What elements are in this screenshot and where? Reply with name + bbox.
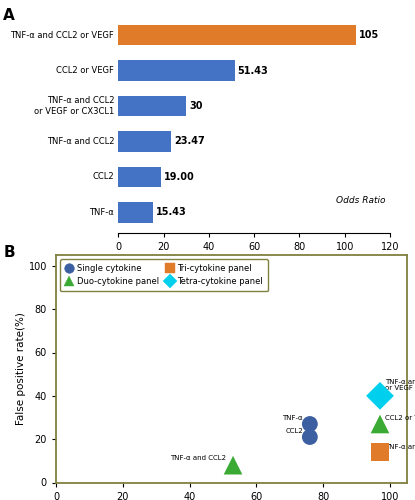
Text: 105: 105 <box>359 30 379 40</box>
Text: 51.43: 51.43 <box>237 66 268 76</box>
Bar <box>118 131 171 152</box>
Text: CCL2: CCL2 <box>286 428 303 434</box>
Bar <box>118 202 153 222</box>
Text: TNF-α and CCL2
or VEGF or CX3CL1: TNF-α and CCL2 or VEGF or CX3CL1 <box>385 378 415 392</box>
Text: TNF-α: TNF-α <box>283 415 303 421</box>
Text: 19.00: 19.00 <box>164 172 195 182</box>
Bar <box>118 60 235 81</box>
Text: 23.47: 23.47 <box>174 136 205 146</box>
Text: CCL2 or VEGF: CCL2 or VEGF <box>385 415 415 421</box>
Bar <box>118 166 161 187</box>
Point <box>230 461 237 469</box>
Y-axis label: False positive rate(%): False positive rate(%) <box>16 312 26 425</box>
Text: TNF-α and CCL2 or VEGF: TNF-α and CCL2 or VEGF <box>385 444 415 450</box>
Text: 30: 30 <box>189 101 203 111</box>
Text: TNF-α and CCL2: TNF-α and CCL2 <box>170 455 226 461</box>
Point <box>377 392 383 400</box>
Text: B: B <box>3 245 15 260</box>
Bar <box>118 25 356 46</box>
Point <box>307 433 313 441</box>
Legend: Single cytokine, Duo-cytokine panel, Tri-cytokine panel, Tetra-cytokine panel: Single cytokine, Duo-cytokine panel, Tri… <box>60 259 268 292</box>
Text: 15.43: 15.43 <box>156 208 187 218</box>
Point <box>307 420 313 428</box>
Bar <box>118 96 186 116</box>
Text: A: A <box>3 8 15 22</box>
Text: Odds Ratio: Odds Ratio <box>336 196 386 205</box>
Point <box>377 420 383 428</box>
Point <box>377 448 383 456</box>
